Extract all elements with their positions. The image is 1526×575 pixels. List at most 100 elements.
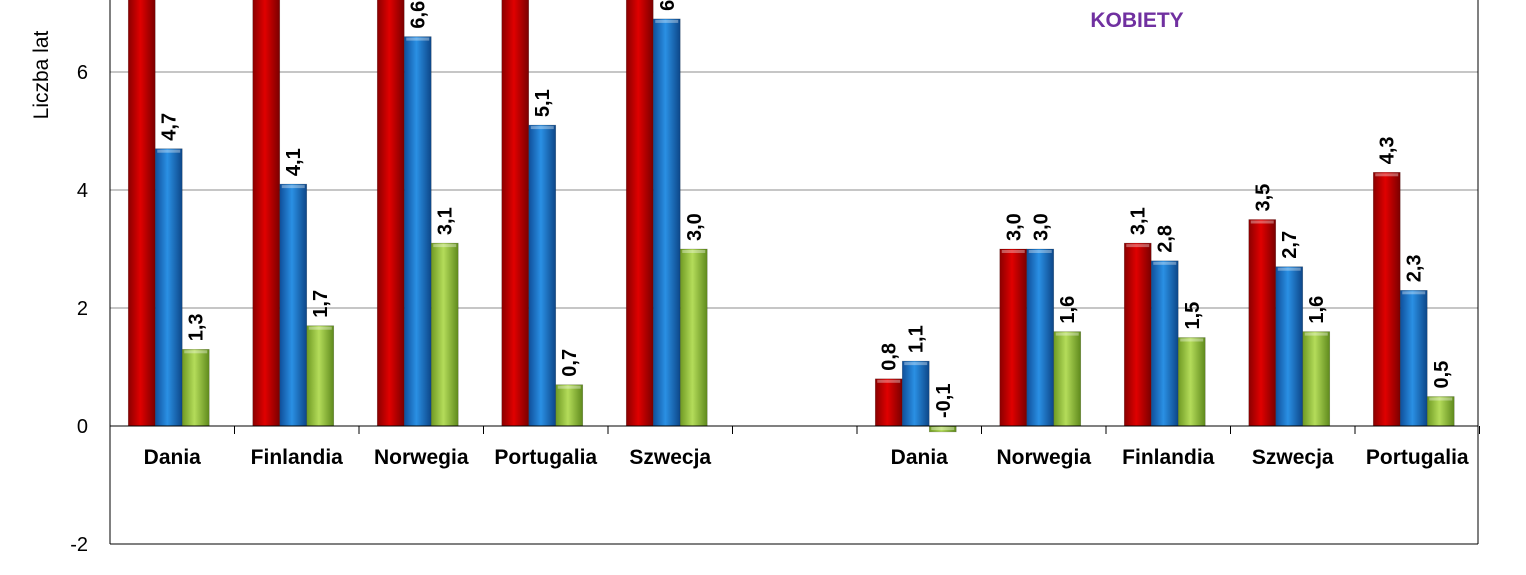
bar-highlight — [308, 326, 332, 330]
category-label: Szwecja — [629, 446, 711, 469]
y-tick-label: 0 — [77, 416, 88, 438]
y-tick-label: -2 — [70, 534, 88, 556]
bar-highlight — [682, 250, 706, 253]
data-label: 1,7 — [310, 290, 332, 318]
bar-highlight — [904, 362, 928, 366]
bar-highlight — [557, 385, 581, 389]
bar — [874, 378, 903, 427]
bar — [279, 183, 308, 427]
bar — [901, 360, 930, 427]
category-label: Szwecja — [1252, 446, 1334, 469]
bar-highlight — [1250, 220, 1274, 224]
bar — [555, 384, 584, 427]
bar — [1302, 331, 1331, 427]
bar — [403, 36, 432, 427]
bar — [1399, 289, 1428, 427]
bar — [1053, 331, 1082, 427]
bar — [528, 124, 557, 427]
bar — [306, 325, 335, 427]
data-label: 4,3 — [1377, 136, 1399, 164]
y-tick-label: 2 — [77, 298, 88, 320]
data-label: 2,3 — [1404, 254, 1426, 282]
data-label: 1,6 — [1057, 296, 1079, 324]
bar — [127, 0, 156, 427]
bar-highlight — [1429, 397, 1453, 401]
bar-highlight — [1402, 291, 1426, 295]
bar — [652, 18, 681, 427]
bar-highlight — [157, 149, 181, 153]
bar — [1248, 219, 1277, 427]
y-tick-label: 6 — [77, 62, 88, 84]
bar — [999, 248, 1028, 427]
bar — [376, 0, 405, 427]
bar — [1275, 266, 1304, 427]
bar-highlight — [931, 427, 955, 430]
bar — [430, 242, 459, 427]
bar-highlight — [1153, 261, 1177, 265]
category-label: Finlandia — [1122, 446, 1214, 469]
data-label: 6,6 — [408, 1, 430, 29]
data-labels: 4,7 1,3 4,1 1,7 6,6 3,1 5,1 0,7 6 3,0 0,81,1 -0,1 3,… — [159, 0, 1453, 418]
bar-highlight — [433, 244, 457, 248]
data-label: 0,8 — [879, 343, 901, 371]
data-label: 3,0 — [1030, 213, 1052, 241]
bar-highlight — [1180, 338, 1204, 342]
data-label: 1,1 — [906, 325, 928, 353]
bar — [1372, 172, 1401, 427]
bar-highlight — [1001, 250, 1025, 253]
bar-highlight — [1304, 332, 1328, 336]
bar-highlight — [1055, 332, 1079, 336]
data-label: 6 — [657, 0, 679, 11]
bar — [181, 348, 210, 427]
data-label: 0,5 — [1431, 361, 1453, 389]
bar — [1150, 260, 1179, 427]
bar — [1123, 242, 1152, 427]
data-label: 5,1 — [532, 89, 554, 117]
y-tick-label: 4 — [77, 180, 88, 202]
data-label: 3,0 — [1003, 213, 1025, 241]
data-label: 3,1 — [435, 207, 457, 235]
bar-highlight — [1028, 250, 1052, 253]
chart-annotation: KOBIETY — [1090, 9, 1183, 32]
bar — [1426, 396, 1455, 427]
data-label: 2,8 — [1155, 225, 1177, 253]
bar — [1177, 337, 1206, 427]
data-label: 4,7 — [159, 113, 181, 141]
bars — [127, 0, 1455, 433]
category-label: Dania — [891, 446, 949, 469]
bar — [625, 0, 654, 427]
data-label: 4,1 — [283, 148, 305, 176]
bar — [501, 0, 530, 427]
bar-highlight — [1126, 244, 1150, 248]
bar-highlight — [1375, 173, 1399, 177]
y-axis-label: Liczba lat — [30, 30, 53, 119]
category-label: Norwegia — [374, 446, 469, 469]
bar-highlight — [406, 37, 430, 41]
data-label: 3,0 — [684, 213, 706, 241]
axes: 6 4 2 0 -2 Dania Finlandia Norwegia Portugalia Sz… — [70, 0, 1480, 556]
bar — [1026, 248, 1055, 427]
data-label: 2,7 — [1279, 231, 1301, 259]
bar-highlight — [530, 126, 554, 130]
data-label: 1,3 — [186, 313, 208, 341]
category-label: Dania — [144, 446, 202, 469]
data-label: -0,1 — [933, 384, 955, 418]
data-label: 1,5 — [1182, 302, 1204, 330]
bar — [679, 248, 708, 427]
data-label: 1,6 — [1306, 296, 1328, 324]
bar-highlight — [184, 350, 208, 354]
bar-highlight — [655, 19, 679, 23]
category-label: Portugalia — [494, 446, 597, 469]
category-label: Norwegia — [996, 446, 1091, 469]
data-label: 0,7 — [559, 349, 581, 377]
bar — [252, 0, 281, 427]
bar-highlight — [1277, 267, 1301, 271]
bar-highlight — [281, 185, 305, 189]
bar — [154, 148, 183, 427]
category-label: Portugalia — [1366, 446, 1469, 469]
category-label: Finlandia — [251, 446, 343, 469]
data-label: 3,1 — [1128, 207, 1150, 235]
bar-highlight — [877, 379, 901, 383]
data-label: 3,5 — [1252, 184, 1274, 212]
